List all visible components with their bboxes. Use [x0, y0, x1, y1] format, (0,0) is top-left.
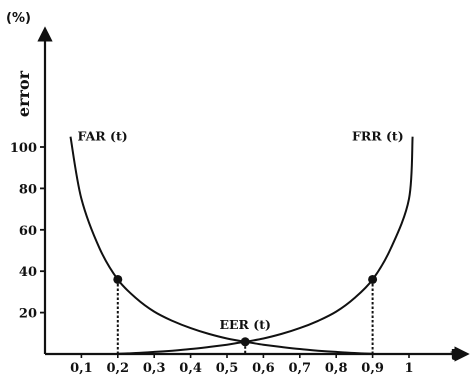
- y-tick-label: 20: [19, 307, 37, 322]
- x-tick-label: 0,6: [252, 361, 275, 376]
- data-point-marker: [113, 274, 123, 284]
- y-tick-label: 80: [19, 182, 37, 197]
- y-tick-label: 60: [19, 224, 37, 239]
- y-tick-label: 40: [19, 265, 37, 280]
- x-tick-label: 0,3: [143, 361, 166, 376]
- x-tick-label: 0,1: [70, 361, 93, 376]
- y-tick-label: 100: [10, 141, 37, 156]
- x-axis-title: t: [450, 345, 458, 364]
- axes: [37, 26, 470, 362]
- x-tick-label: 0,5: [216, 361, 239, 376]
- x-tick-label: 1: [404, 361, 413, 376]
- x-tick-label: 0,8: [325, 361, 348, 376]
- x-tick-label: 0,7: [288, 361, 311, 376]
- ticks: 20 40 60 80 100 0,1 0,2 0,3 0,4 0,5 0,6 0,7 0,8 0,9 1: [10, 141, 414, 376]
- labels: FAR (t) FRR (t) EER (t) (%) error t: [6, 11, 458, 364]
- data-point-marker: [368, 274, 378, 284]
- y-unit-label: (%): [6, 11, 31, 26]
- far-label: FAR (t): [77, 129, 127, 144]
- x-tick-label: 0,4: [179, 361, 202, 376]
- x-tick-label: 0,2: [106, 361, 129, 376]
- y-axis-title: error: [14, 70, 33, 117]
- x-tick-label: 0,9: [361, 361, 384, 376]
- data-point-marker: [240, 337, 250, 347]
- frr-label: FRR (t): [352, 129, 404, 144]
- eer-label: EER (t): [219, 317, 270, 332]
- markers: [113, 274, 378, 347]
